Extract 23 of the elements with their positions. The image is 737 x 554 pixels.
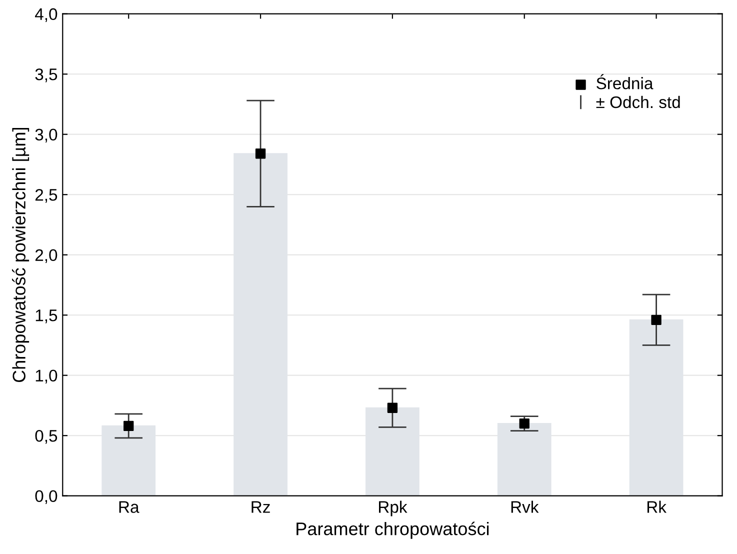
y-tick-label: 2,5 [35, 188, 58, 203]
y-axis-title: Chropowatość powierzchni [µm] [12, 128, 30, 382]
y-tick-label: 0,0 [35, 490, 58, 504]
x-tick-label: Rpk [379, 500, 408, 516]
y-tick-label: 1,0 [36, 370, 58, 384]
y-tick-label: 1,5 [36, 310, 58, 324]
y-tick-label: 3,5 [35, 68, 58, 82]
point [124, 420, 134, 432]
y-tick-label: 4,0 [35, 8, 58, 22]
annotation: ± Odch. std [596, 96, 680, 108]
point [255, 148, 266, 159]
x-tick-label: Rz [252, 501, 270, 513]
x-tick-label: Ra [119, 501, 140, 513]
point [651, 314, 662, 325]
x-axis-title: Parametr chropowatości [296, 522, 489, 539]
x-tick-label: Rvk [511, 500, 539, 513]
y-tick-label: 3,0 [35, 128, 58, 143]
x-tick-label: Rk [647, 500, 667, 513]
y-tick-label: 0,5 [35, 430, 58, 444]
legend-label: Średnia [596, 74, 654, 90]
y-tick-label: 2,0 [35, 249, 58, 264]
point [519, 418, 530, 429]
point [387, 402, 398, 413]
